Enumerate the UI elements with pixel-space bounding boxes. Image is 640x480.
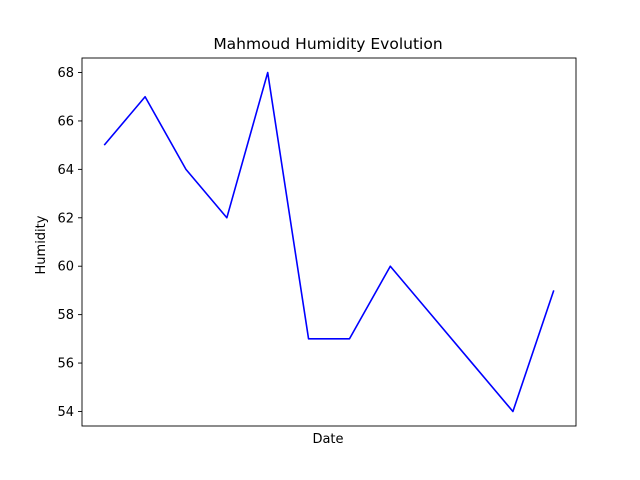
data-point (471, 362, 474, 365)
y-tick-label: 60 (57, 260, 74, 275)
plot-area: 54 56 58 60 62 64 66 68 (57, 57, 577, 427)
y-tick-label: 62 (57, 211, 74, 226)
y-tick-label: 56 (57, 357, 74, 372)
axes-frame (81, 57, 577, 427)
data-point (552, 289, 555, 292)
data-point (348, 337, 351, 340)
data-point (266, 71, 269, 74)
data-point (430, 313, 433, 316)
chart-title: Mahmoud Humidity Evolution (213, 35, 442, 53)
data-point (103, 144, 106, 147)
data-point (389, 265, 392, 268)
y-tick-label: 58 (57, 308, 74, 323)
y-axis-label: Humidity (34, 215, 49, 274)
series-line (103, 71, 555, 413)
data-point (307, 337, 310, 340)
y-tick-label: 54 (57, 405, 74, 420)
data-point (225, 216, 228, 219)
y-tick-label: 66 (57, 114, 74, 129)
data-point (144, 95, 147, 98)
data-point (184, 168, 187, 171)
x-axis-label: Date (312, 432, 343, 447)
y-tick-label: 68 (57, 66, 74, 81)
data-point (511, 410, 514, 413)
y-tick-label: 64 (57, 163, 74, 178)
